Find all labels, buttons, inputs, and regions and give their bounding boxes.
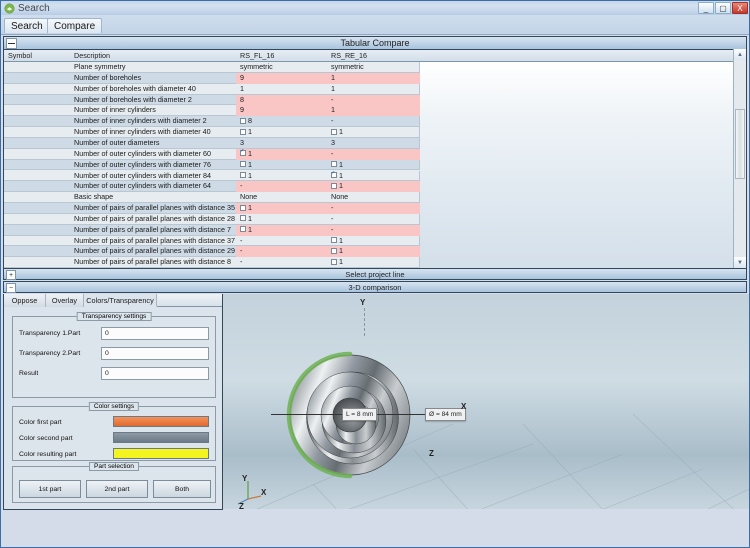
svg-text:Z: Z	[239, 502, 244, 509]
svg-text:Y: Y	[242, 474, 248, 483]
svg-text:X: X	[261, 488, 267, 497]
